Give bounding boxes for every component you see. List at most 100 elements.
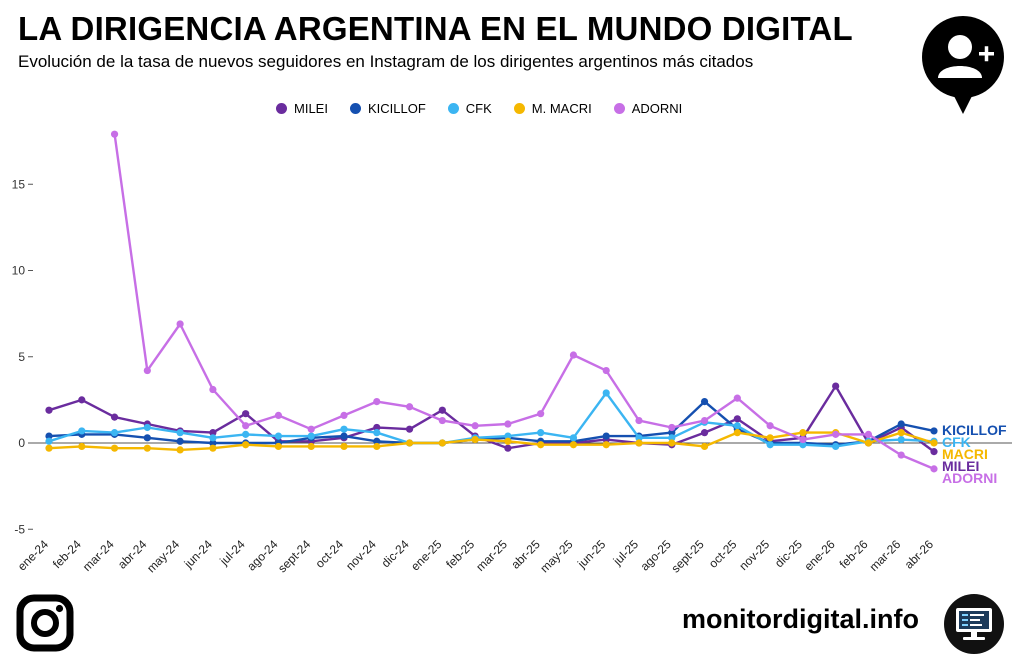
data-point-adorni xyxy=(340,411,348,419)
legend-marker xyxy=(513,102,525,114)
series-line-m-macri xyxy=(48,431,935,452)
data-point-milei xyxy=(930,448,938,456)
series-line-cfk xyxy=(48,391,935,448)
legend-label: MILEI xyxy=(294,100,328,116)
x-tick-label: ene-26 xyxy=(801,537,838,574)
data-point-milei xyxy=(242,410,250,418)
data-point-adorni xyxy=(242,422,250,430)
data-point-cfk xyxy=(602,389,610,397)
data-point-m-macri xyxy=(537,441,545,449)
data-point-m-macri xyxy=(799,429,807,437)
data-point-m-macri xyxy=(340,442,348,451)
data-point-adorni xyxy=(438,416,446,425)
data-point-m-macri xyxy=(405,439,414,447)
x-tick-label: ene-24 xyxy=(15,537,52,574)
x-tick-label: sept-25 xyxy=(668,537,706,575)
data-point-m-macri xyxy=(504,437,512,445)
data-point-m-macri xyxy=(438,439,446,447)
data-point-milei xyxy=(405,425,414,433)
data-point-m-macri xyxy=(307,442,315,451)
data-point-cfk xyxy=(373,429,381,437)
x-tick-label: nov-25 xyxy=(736,537,772,573)
data-point-kicillof xyxy=(209,439,217,447)
legend-marker xyxy=(613,102,625,114)
data-point-m-macri xyxy=(733,429,741,437)
x-tick-label: jun-25 xyxy=(574,537,608,571)
x-tick-label: may-25 xyxy=(537,537,575,575)
data-point-adorni xyxy=(668,423,676,432)
y-tick-label: 5 xyxy=(18,350,25,364)
data-point-cfk xyxy=(537,429,545,437)
data-point-kicillof xyxy=(700,398,709,406)
data-point-milei xyxy=(733,415,741,423)
y-tick-label: 0 xyxy=(18,436,25,450)
data-point-kicillof xyxy=(45,432,53,440)
data-point-cfk xyxy=(274,432,283,440)
data-point-adorni xyxy=(537,410,545,418)
x-tick-label: feb-24 xyxy=(50,537,84,571)
data-point-m-macri xyxy=(897,429,905,437)
data-point-m-macri xyxy=(274,442,283,451)
data-point-kicillof xyxy=(373,437,381,445)
data-point-milei xyxy=(373,423,381,432)
data-point-milei xyxy=(700,429,709,437)
data-point-m-macri xyxy=(110,444,119,452)
data-point-cfk xyxy=(766,441,774,449)
series-line-milei xyxy=(48,384,935,453)
data-point-adorni xyxy=(143,366,151,375)
data-point-kicillof xyxy=(930,427,938,435)
data-point-cfk xyxy=(635,434,643,442)
data-point-adorni xyxy=(209,385,217,394)
legend-label: KICILLOF xyxy=(367,100,426,116)
data-point-kicillof xyxy=(602,432,610,440)
data-point-kicillof xyxy=(143,434,151,442)
data-point-adorni xyxy=(307,425,315,433)
data-point-adorni xyxy=(471,422,479,430)
data-point-milei xyxy=(832,382,840,390)
x-tick-label: ago-25 xyxy=(638,537,675,574)
legend-item-kicillof: KICILLOF xyxy=(349,100,426,116)
end-label-milei: MILEI xyxy=(942,458,979,474)
legend-label: ADORNI xyxy=(631,100,683,116)
data-point-cfk xyxy=(45,437,53,445)
data-point-cfk xyxy=(242,430,250,438)
data-point-cfk xyxy=(209,434,217,442)
data-point-adorni xyxy=(274,411,283,419)
data-point-adorni xyxy=(635,416,643,425)
data-point-adorni xyxy=(110,130,119,138)
data-point-m-macri xyxy=(209,444,217,452)
instagram-icon xyxy=(16,594,74,652)
legend-item-milei: MILEI xyxy=(276,101,328,116)
data-point-m-macri xyxy=(602,441,610,449)
x-tick-label: may-24 xyxy=(144,537,182,575)
data-point-m-macri xyxy=(766,434,774,442)
data-point-milei xyxy=(438,406,446,414)
x-tick-label: jun-24 xyxy=(181,537,215,571)
data-point-m-macri xyxy=(700,442,709,451)
x-tick-label: mar-25 xyxy=(473,537,510,574)
legend-label: CFK xyxy=(465,100,492,116)
data-point-m-macri xyxy=(930,439,938,447)
data-point-m-macri xyxy=(635,439,643,447)
series-line-adorni xyxy=(113,134,935,471)
data-point-cfk xyxy=(668,434,676,442)
page-subtitle: Evolución de la tasa de nuevos seguidore… xyxy=(18,52,754,71)
legend-item-macri: M. MACRI xyxy=(513,101,592,116)
data-point-adorni xyxy=(930,465,938,473)
x-tick-label: oct-25 xyxy=(706,537,740,571)
x-tick-label: nov-24 xyxy=(343,537,379,573)
x-tick-label: abr-26 xyxy=(902,537,937,572)
y-tick-label: -5 xyxy=(14,522,25,536)
data-point-adorni xyxy=(766,422,774,430)
data-point-m-macri xyxy=(78,442,86,451)
data-point-m-macri xyxy=(471,435,479,444)
data-point-m-macri xyxy=(45,444,53,452)
x-tick-label: ago-24 xyxy=(244,537,281,574)
x-tick-label: mar-26 xyxy=(867,537,904,574)
data-point-cfk xyxy=(307,432,315,440)
data-point-cfk xyxy=(110,429,119,437)
data-point-adorni xyxy=(832,430,840,438)
y-tick-label: 15 xyxy=(12,177,26,191)
footer-site: monitordigital.info xyxy=(682,604,919,634)
